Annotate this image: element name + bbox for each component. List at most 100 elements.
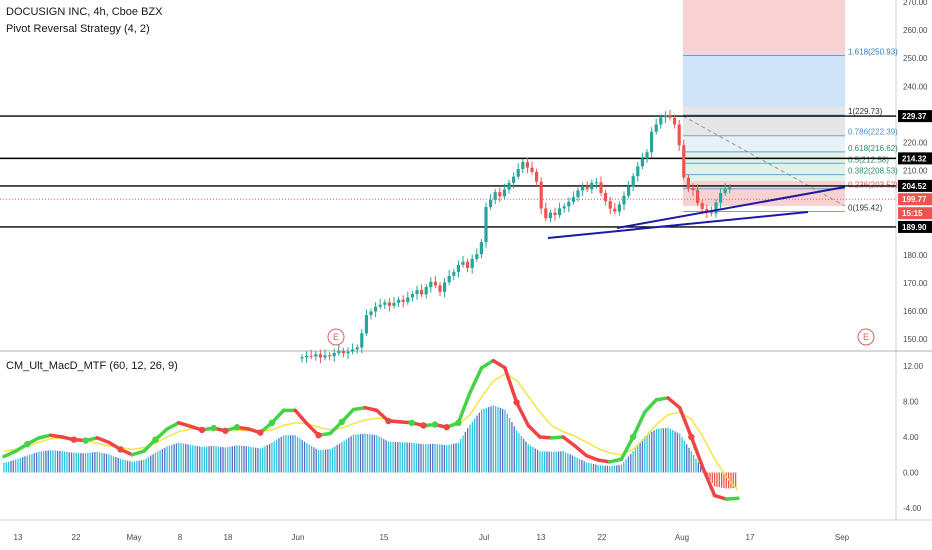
time-tick-label: 22 — [598, 533, 607, 542]
candle-body — [456, 264, 460, 272]
macd-cross-dot — [233, 424, 241, 431]
time-tick-label: 17 — [746, 533, 755, 542]
price-tick-label: 250.00 — [903, 54, 928, 63]
macd-line-segment — [561, 435, 577, 448]
candle-body — [576, 190, 580, 198]
price-tick-label: 260.00 — [903, 26, 928, 35]
candle-body — [475, 254, 479, 259]
price-tag — [898, 110, 932, 123]
candle-body — [567, 201, 571, 207]
candle-body — [489, 199, 493, 208]
candle-body — [332, 353, 336, 357]
macd-cross-dot — [210, 424, 217, 432]
price-tag — [898, 193, 932, 206]
fib-label: 0(195.42) — [848, 203, 883, 212]
candle-body — [516, 169, 520, 177]
candle-body — [700, 203, 704, 209]
macd-cross-dot — [338, 418, 346, 426]
fib-projection-zone — [683, 53, 845, 115]
candle-body — [309, 355, 313, 357]
macd-line-segment — [538, 435, 554, 440]
candle-body — [544, 208, 548, 219]
time-tick-label: 15 — [380, 533, 389, 542]
fib-label: 0.5(212.58) — [848, 155, 889, 164]
candle-body — [401, 299, 405, 302]
price-tag — [898, 207, 932, 220]
time-tick-label: Jun — [292, 533, 305, 542]
time-tick-label: May — [126, 533, 141, 542]
candle-body — [443, 282, 447, 292]
price-tag-label: 214.32 — [902, 154, 927, 163]
candle-body — [571, 197, 575, 202]
support-resistance-lines — [0, 115, 896, 228]
candle-body — [438, 285, 442, 292]
macd-tick-label: -4.00 — [903, 504, 922, 513]
candle-body — [466, 261, 470, 268]
macd-line-segment — [526, 423, 542, 439]
trendline-lower[interactable] — [547, 211, 809, 239]
candle-body — [498, 192, 502, 197]
macd-line-segment — [177, 421, 193, 429]
macd-line-segment — [514, 400, 530, 428]
price-tick-label: 220.00 — [903, 138, 928, 147]
macd-line-segment — [95, 436, 111, 445]
candle-body — [369, 311, 373, 316]
candle-body — [341, 350, 345, 354]
candle-body — [364, 315, 368, 334]
candle-body — [415, 290, 419, 295]
macd-line-segment — [654, 396, 670, 402]
time-tick-label: Jul — [479, 533, 489, 542]
candle-body — [383, 302, 387, 305]
candles — [300, 109, 732, 364]
candle-body — [535, 171, 539, 182]
candle-body — [714, 202, 718, 214]
strategy-label[interactable]: Pivot Reversal Strategy (4, 2) — [6, 23, 150, 35]
macd-tick-label: 8.00 — [903, 398, 919, 407]
earnings-marker-sep[interactable]: E — [857, 328, 875, 346]
macd-cross-dot — [420, 422, 427, 429]
time-tick-label: 13 — [14, 533, 23, 542]
candle-body — [645, 152, 649, 159]
candle-body — [493, 192, 497, 200]
candle-body — [502, 189, 506, 197]
macd-line-segment — [689, 435, 705, 470]
candle-body — [548, 212, 552, 219]
macd-lines — [2, 358, 740, 501]
candle-body — [484, 207, 488, 243]
macd-cross-dot — [268, 419, 276, 426]
indicator-label[interactable]: CM_Ult_MacD_MTF (60, 12, 26, 9) — [6, 360, 178, 372]
macd-line-segment — [468, 366, 484, 395]
fib-extension-zone — [683, 0, 845, 53]
macd-line-segment — [666, 396, 682, 410]
candle-body — [337, 350, 341, 354]
candle-body — [590, 182, 594, 190]
candle-body — [406, 297, 410, 302]
candle-body — [631, 176, 635, 187]
trendline-upper[interactable] — [616, 186, 846, 229]
macd-histogram — [3, 405, 737, 489]
candle-body — [604, 192, 608, 202]
candle-body — [318, 354, 322, 358]
candle-body — [433, 281, 437, 286]
candle-body — [470, 258, 474, 268]
time-tick-label: 18 — [224, 533, 233, 542]
candle-body — [585, 187, 589, 190]
candle-body — [640, 158, 644, 167]
candle-body — [424, 287, 428, 295]
candle-body — [378, 304, 382, 307]
signal-line — [3, 373, 739, 491]
candle-body — [461, 261, 465, 265]
candle-body — [562, 206, 566, 209]
candle-body — [355, 347, 359, 350]
candle-body — [594, 182, 598, 184]
candle-body — [387, 302, 391, 306]
candle-body — [705, 208, 709, 213]
macd-cross-dot — [629, 433, 637, 441]
price-tag-label: 199.77 — [902, 195, 927, 204]
macd-line-segment — [456, 390, 472, 425]
fib-band-top — [683, 107, 845, 135]
earnings-marker-jun[interactable]: E — [327, 328, 345, 346]
candle-body — [663, 115, 667, 118]
candle-body — [622, 195, 626, 205]
